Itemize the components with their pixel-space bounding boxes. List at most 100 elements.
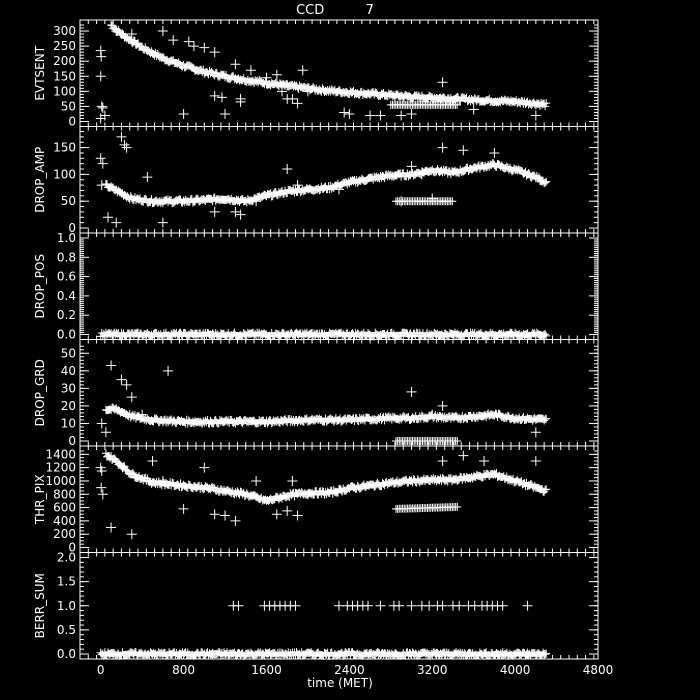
data-point: [95, 153, 106, 164]
data-point: [282, 80, 293, 91]
data-point: [541, 485, 550, 494]
data-point: [96, 418, 107, 429]
data-point: [416, 169, 427, 180]
data-point: [209, 90, 220, 101]
data-point: [375, 110, 386, 121]
data-point: [220, 108, 231, 119]
y-tick-label: 200: [53, 54, 76, 68]
data-point: [96, 51, 107, 62]
data-point: [96, 101, 107, 112]
data-point: [121, 142, 132, 153]
x-tick-label: 4000: [500, 663, 531, 677]
data-point: [532, 171, 541, 180]
y-tick-label: 50: [61, 346, 76, 360]
y-tick-label: 0: [68, 221, 76, 235]
y-tick-label: 0.8: [57, 250, 76, 264]
data-point: [116, 131, 127, 142]
y-tick-label: 1400: [45, 447, 76, 461]
data-point: [287, 93, 298, 104]
data-point: [458, 145, 469, 156]
data-point: [209, 509, 220, 520]
panel-frame: [79, 19, 599, 127]
data-point: [157, 475, 168, 486]
data-point: [458, 450, 469, 461]
data-point: [147, 455, 158, 466]
y-tick-label: 1.5: [57, 575, 76, 589]
data-point: [437, 400, 448, 411]
y-tick-label: 0.6: [57, 270, 76, 284]
data-point: [199, 42, 210, 53]
data-point: [106, 360, 117, 371]
data-point: [406, 386, 417, 397]
data-point: [542, 414, 551, 423]
data-point: [453, 502, 462, 511]
y-tick-label: 10: [61, 416, 76, 430]
data-point: [290, 600, 301, 611]
x-axis-label: time (MET): [307, 676, 373, 690]
data-point: [126, 529, 137, 540]
y-tick-label: 1000: [45, 474, 76, 488]
data-point: [277, 86, 288, 97]
data-point: [541, 102, 550, 111]
data-point: [216, 92, 227, 103]
data-point: [251, 475, 262, 486]
data-point: [128, 468, 137, 477]
data-point: [209, 47, 220, 58]
y-tick-label: 50: [61, 99, 76, 113]
data-point: [541, 330, 550, 339]
data-point: [251, 196, 262, 207]
y-tick-label: 150: [53, 141, 76, 155]
y-tick-label: 1.0: [57, 599, 76, 613]
data-point: [530, 110, 541, 121]
data-point: [142, 172, 153, 183]
data-point: [530, 455, 541, 466]
data-point: [344, 108, 355, 119]
data-point: [542, 99, 551, 108]
data-point: [479, 455, 490, 466]
y-tick-label: 0: [68, 115, 76, 129]
y-tick-label: 200: [53, 527, 76, 541]
data-point: [542, 649, 551, 658]
data-point: [96, 180, 107, 191]
data-point: [126, 29, 137, 40]
data-point: [97, 489, 108, 500]
data-point: [522, 600, 533, 611]
data-point: [497, 600, 508, 611]
y-axis-label: BERR_SUM: [33, 573, 47, 638]
y-axis-label: DROP_AMP: [33, 147, 47, 213]
data-point: [530, 427, 541, 438]
data-point: [163, 365, 174, 376]
data-point: [489, 147, 500, 158]
data-point: [287, 475, 298, 486]
y-tick-label: 0.5: [57, 623, 76, 637]
data-point: [406, 600, 417, 611]
data-point: [406, 161, 417, 172]
data-point: [282, 505, 293, 516]
data-point: [437, 600, 448, 611]
data-point: [339, 107, 350, 118]
data-point: [302, 86, 313, 97]
data-point: [230, 206, 241, 217]
panel-drop-pos: 0.0 0.2 0.4 0.6 0.8 1.0 DROP_POS: [33, 231, 599, 342]
data-point: [111, 26, 122, 37]
data-point: [542, 485, 551, 494]
y-tick-label: 0.0: [57, 647, 76, 661]
y-tick-label: 30: [61, 381, 76, 395]
y-tick-label: 0: [68, 541, 76, 555]
y-tick-label: 600: [53, 501, 76, 515]
y-tick-label: 0.2: [57, 308, 76, 322]
data-point: [97, 102, 108, 113]
data-point: [111, 217, 122, 228]
y-tick-label: 100: [53, 84, 76, 98]
data-point: [245, 65, 256, 76]
data-point: [209, 206, 220, 217]
data-point: [188, 41, 199, 52]
data-point: [233, 600, 244, 611]
data-point: [427, 409, 438, 420]
data-point: [454, 600, 465, 611]
y-axis-label: EVTSENT: [33, 45, 47, 100]
data-point: [437, 455, 448, 466]
data-point: [427, 193, 438, 204]
